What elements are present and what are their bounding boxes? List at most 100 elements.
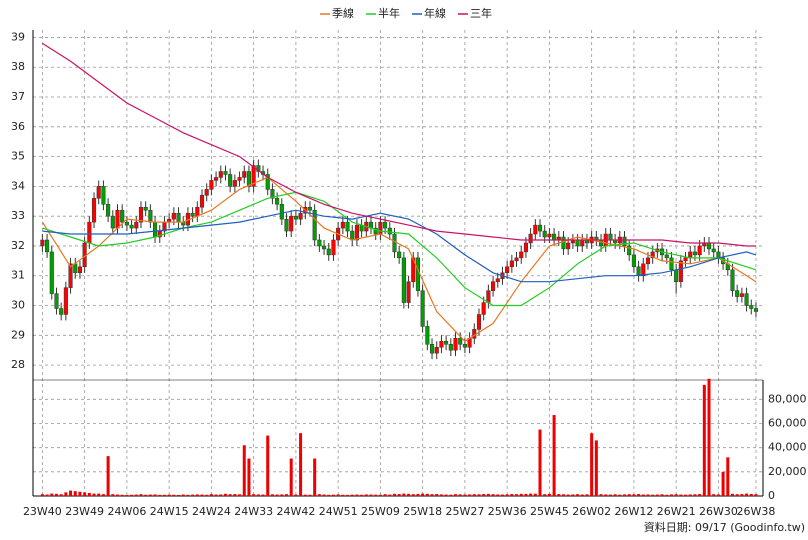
x-tick-label: 23W40	[23, 505, 62, 518]
candle-body	[448, 344, 453, 351]
volume-bar	[543, 494, 547, 496]
x-tick-label: 24W15	[150, 505, 189, 518]
volume-bar	[660, 494, 664, 496]
volume-bar	[618, 494, 622, 496]
volume-bar	[392, 493, 396, 496]
candle-body	[462, 344, 467, 348]
candle-body	[401, 257, 406, 303]
volume-bar	[529, 493, 533, 496]
volume-bar	[346, 494, 350, 496]
volume-bar	[388, 494, 392, 496]
volume-bar	[566, 494, 570, 496]
volume-bar	[463, 494, 467, 496]
candle-body	[608, 233, 613, 241]
candle-body	[195, 206, 200, 217]
volume-bar	[472, 494, 476, 496]
volume-bar	[627, 494, 631, 496]
candle-body	[45, 239, 50, 253]
volume-bar	[740, 494, 744, 496]
candle-body	[575, 239, 580, 247]
volume-bar	[303, 494, 307, 496]
candle-body	[645, 257, 651, 265]
volume-bar	[209, 494, 213, 496]
candle-body	[91, 198, 97, 223]
candle-body	[716, 251, 721, 259]
volume-bar	[355, 494, 359, 496]
candle-body	[678, 260, 683, 282]
y2-tick-label: 20,000	[768, 465, 807, 478]
volume-bar	[378, 494, 382, 496]
volume-bar	[92, 493, 96, 496]
volume-bar	[712, 494, 716, 496]
candle-body	[223, 171, 228, 175]
candle-body	[528, 233, 533, 244]
candle-body	[204, 189, 209, 196]
volume-bar	[270, 494, 274, 496]
volume-bar	[59, 494, 63, 496]
candle-body	[486, 290, 491, 303]
volume-bar	[505, 494, 509, 496]
y2-tick-label: 80,000	[768, 392, 807, 405]
volume-bar	[120, 494, 124, 496]
candle-body	[275, 198, 280, 205]
candle-body	[354, 224, 359, 241]
candle-body	[476, 314, 482, 330]
candle-body	[63, 287, 68, 315]
volume-bar	[73, 491, 77, 496]
x-tick-label: 24W33	[234, 505, 273, 518]
volume-bar	[754, 494, 758, 496]
x-tick-label: 25W45	[530, 505, 569, 518]
volume-bar	[374, 494, 378, 496]
volume-bar	[674, 494, 678, 496]
y2-tick-label: 60,000	[768, 417, 807, 430]
volume-bar	[468, 494, 472, 496]
candle-body	[171, 212, 176, 220]
volume-bar	[233, 494, 237, 496]
volume-bar	[191, 494, 195, 496]
volume-bar	[162, 494, 166, 496]
candle-body	[622, 236, 627, 247]
candle-body	[232, 180, 237, 187]
volume-bar	[69, 490, 73, 496]
x-tick-label: 26W38	[737, 505, 776, 518]
candle-body	[176, 212, 181, 223]
candle-body	[96, 186, 101, 199]
volume-bar	[78, 491, 82, 496]
volume-bar	[313, 458, 317, 496]
candle-body	[397, 251, 402, 259]
candle-body	[307, 206, 313, 211]
y2-tick-label: 0	[768, 489, 775, 502]
volume-bar	[214, 494, 218, 496]
volume-bar	[665, 494, 669, 496]
plot-area	[33, 30, 763, 496]
candle-body	[331, 239, 336, 256]
candle-body	[669, 257, 674, 271]
candle-body	[561, 236, 566, 250]
volume-bar	[40, 494, 44, 496]
candle-body	[739, 293, 744, 297]
volume-bar	[524, 493, 528, 496]
candle-body	[636, 266, 641, 276]
candle-body	[340, 221, 345, 229]
volume-bar	[116, 494, 120, 496]
candle-body	[706, 242, 712, 250]
candle-body	[199, 195, 205, 208]
volume-bar	[383, 494, 387, 496]
candle-body	[378, 221, 383, 235]
volume-bar	[721, 471, 725, 496]
candle-body	[383, 221, 388, 229]
candle-body	[392, 233, 397, 253]
volume-bar	[125, 495, 129, 496]
candle-body	[77, 266, 82, 274]
candle-body	[406, 281, 411, 303]
candle-body	[641, 263, 646, 276]
volume-bar	[538, 429, 542, 496]
volume-bar	[275, 494, 279, 496]
x-tick-label: 25W27	[445, 505, 484, 518]
y-tick-label: 34	[11, 179, 25, 192]
candle-body	[598, 239, 604, 247]
volume-bar	[158, 494, 162, 496]
volume-bar	[223, 493, 227, 496]
candle-body	[453, 338, 458, 351]
